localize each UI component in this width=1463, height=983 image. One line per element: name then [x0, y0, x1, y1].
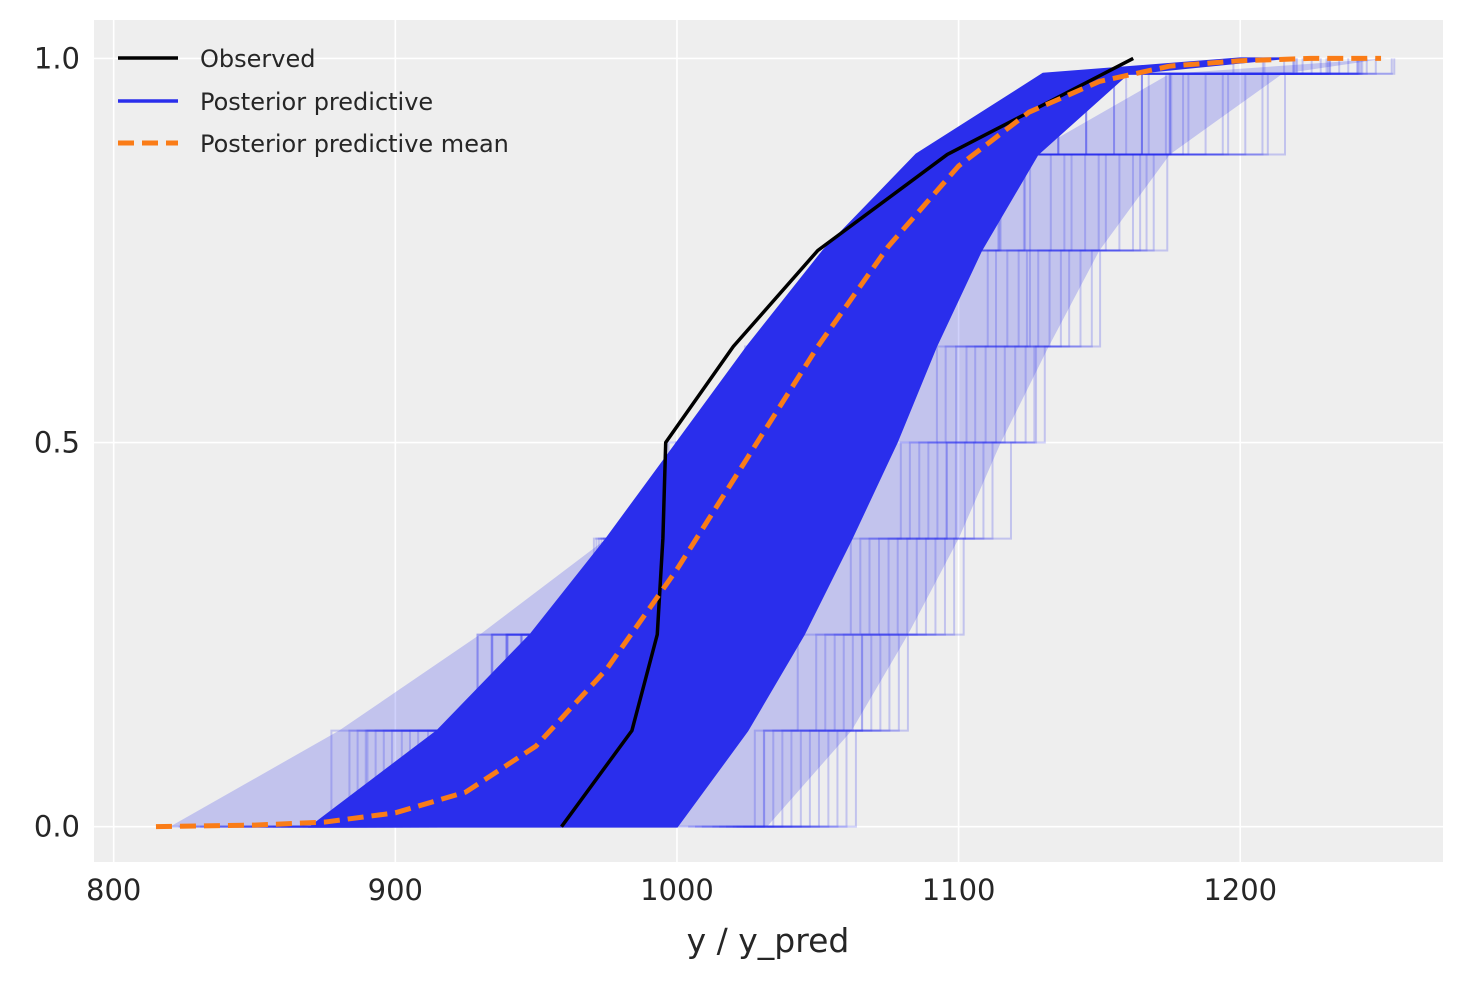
posterior-predictive-draw-22: [732, 58, 1368, 828]
legend-label-observed: Observed: [200, 45, 315, 73]
posterior-predictive-draw-14: [677, 58, 1304, 828]
posterior-predictive-draw-13: [688, 58, 1286, 828]
observed-line: [560, 56, 1135, 828]
x-axis-label: y / y_pred: [687, 921, 850, 960]
posterior-predictive-draw-23: [750, 58, 1359, 828]
x-tick-label-1100: 1100: [922, 873, 996, 907]
y-tick-label-2: 1.0: [34, 41, 80, 75]
x-tick-label-900: 900: [368, 873, 423, 907]
series-lines: [155, 55, 1382, 830]
legend-label-posterior-predictive: Posterior predictive: [200, 88, 433, 116]
posterior-predictive-draw-21: [743, 58, 1350, 828]
posterior-predictive-mean-line: [155, 55, 1382, 830]
x-tick-label-1200: 1200: [1203, 873, 1277, 907]
posterior-predictive-draw-15: [694, 58, 1295, 828]
posterior-predictive-draw-18: [719, 58, 1322, 828]
x-axis-ticks: 800 900 1000 1100 1200: [86, 873, 1277, 907]
x-tick-label-800: 800: [86, 873, 141, 907]
posterior-predictive-draw-19: [736, 58, 1341, 828]
posterior-predictive-draw-25: [756, 58, 1396, 828]
y-axis-ticks: 0.0 0.5 1.0: [34, 41, 80, 843]
y-tick-label-0: 0.0: [34, 810, 80, 844]
posterior-predictive-draw-20: [725, 58, 1359, 828]
x-tick-label-1000: 1000: [640, 873, 714, 907]
legend-label-posterior-predictive-mean: Posterior predictive mean: [200, 130, 509, 158]
posterior-predictive-draw-17: [701, 58, 1332, 828]
legend: Observed Posterior predictive Posterior …: [118, 45, 509, 158]
posterior-predictive-draw-16: [712, 58, 1313, 828]
y-tick-label-1: 0.5: [34, 426, 80, 460]
posterior-predictive-draw-24: [767, 58, 1377, 828]
